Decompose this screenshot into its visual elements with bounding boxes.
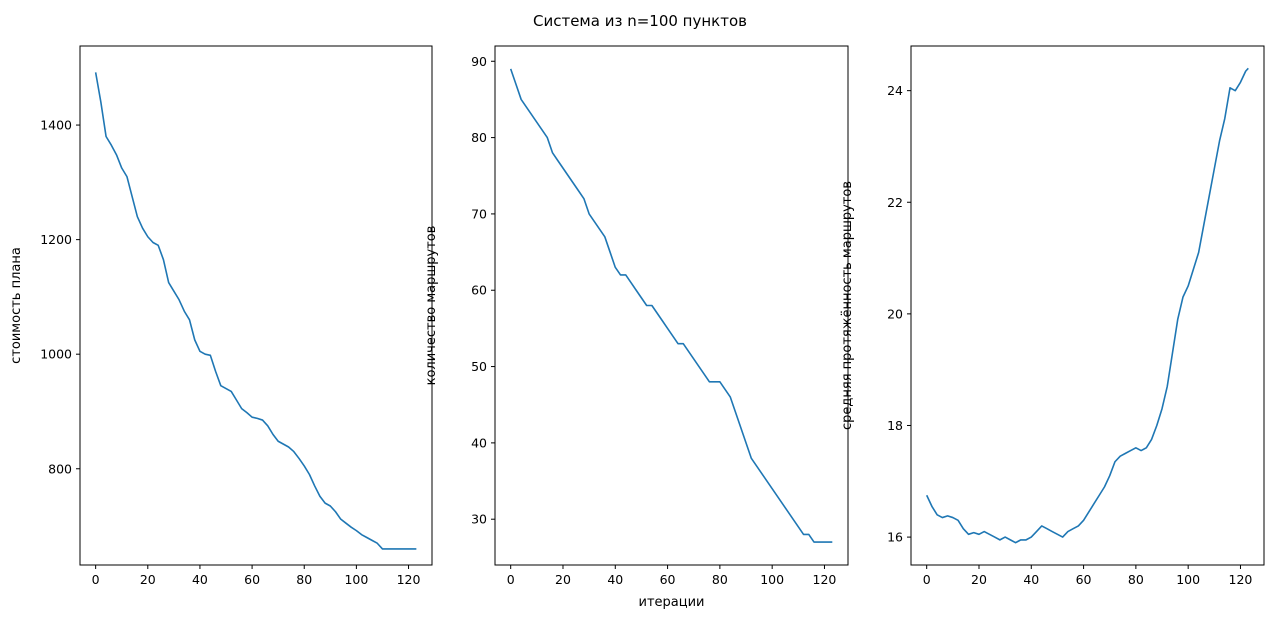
- x-tick-label: 20: [971, 572, 987, 587]
- x-tick-label: 120: [397, 572, 421, 587]
- y-tick-label: 30: [471, 512, 487, 527]
- y-tick-label: 16: [887, 530, 903, 545]
- x-tick-label: 20: [555, 572, 571, 587]
- y-tick-label: 1200: [40, 232, 72, 247]
- x-tick-label: 80: [296, 572, 312, 587]
- x-tick-label: 0: [923, 572, 931, 587]
- y-tick-label: 18: [887, 418, 903, 433]
- y-tick-label: 1000: [40, 347, 72, 362]
- x-tick-label: 0: [507, 572, 515, 587]
- x-tick-label: 0: [92, 572, 100, 587]
- x-axis-label: итерации: [639, 595, 705, 610]
- x-tick-label: 120: [813, 572, 837, 587]
- x-tick-label: 60: [660, 572, 676, 587]
- x-tick-label: 80: [712, 572, 728, 587]
- y-tick-label: 50: [471, 359, 487, 374]
- y-tick-label: 20: [887, 306, 903, 321]
- x-tick-label: 60: [1076, 572, 1092, 587]
- x-tick-label: 40: [192, 572, 208, 587]
- y-tick-label: 70: [471, 206, 487, 221]
- axes-frame: [910, 45, 1265, 566]
- y-tick-label: 1400: [40, 118, 72, 133]
- axes-frame: [494, 45, 849, 566]
- y-axis-label: количество маршрутов: [424, 226, 439, 386]
- y-tick-label: 80: [471, 130, 487, 145]
- x-tick-label: 40: [607, 572, 623, 587]
- y-tick-label: 40: [471, 435, 487, 450]
- y-axis-label: средняя протяжённость маршрутов: [840, 181, 855, 430]
- x-tick-label: 20: [140, 572, 156, 587]
- axes-frame: [79, 45, 433, 566]
- x-tick-label: 100: [760, 572, 784, 587]
- series-line-plan-cost: [94, 72, 417, 550]
- x-tick-label: 100: [344, 572, 368, 587]
- y-tick-label: 90: [471, 54, 487, 69]
- y-tick-label: 60: [471, 283, 487, 298]
- y-tick-label: 800: [48, 461, 72, 476]
- x-tick-label: 60: [244, 572, 260, 587]
- figure-suptitle: Система из n=100 пунктов: [533, 12, 747, 30]
- x-tick-label: 120: [1229, 572, 1253, 587]
- x-tick-label: 40: [1023, 572, 1039, 587]
- panel-route-count: 0 20 40 60 80 100 120 30 40 50 60 70 80 90 количество …: [424, 45, 849, 610]
- y-tick-label: 22: [887, 195, 903, 210]
- x-tick-label: 100: [1176, 572, 1200, 587]
- panel-plan-cost: 0 20 40 60 80 100 120 800 1000 1200 1400 стоимость …: [9, 45, 433, 587]
- series-line-mean-route-length: [925, 67, 1249, 544]
- y-axis-label: стоимость плана: [9, 247, 24, 364]
- panel-mean-route-length: 0 20 40 60 80 100 120 16 18 20 22 24 средняя протяжё…: [840, 45, 1265, 587]
- series-line-route-count: [509, 68, 833, 543]
- y-tick-label: 24: [887, 83, 903, 98]
- x-tick-label: 80: [1128, 572, 1144, 587]
